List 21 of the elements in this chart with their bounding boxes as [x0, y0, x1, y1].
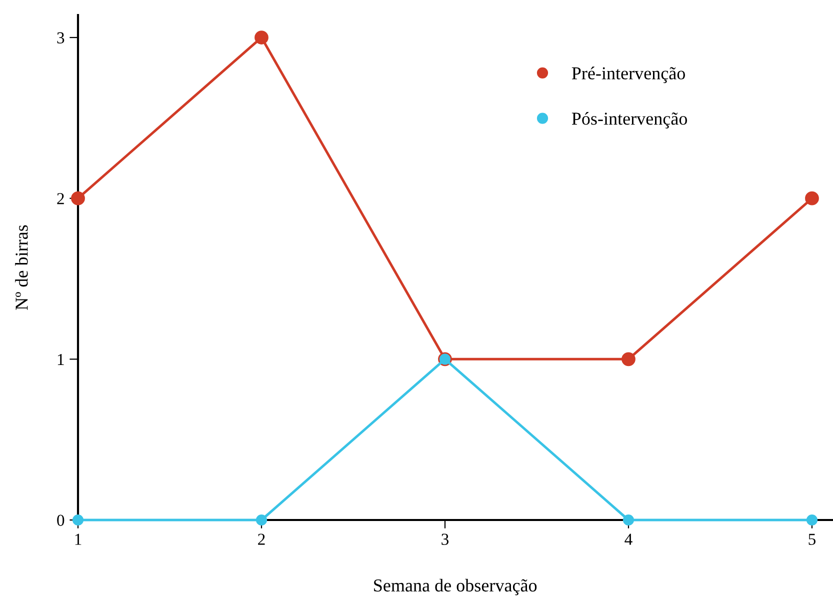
point: [806, 514, 818, 526]
legend-label: Pré-intervenção: [572, 66, 685, 84]
point: [254, 30, 268, 44]
y-tick-label: 3: [57, 32, 64, 44]
y-axis-title: Nº de birras: [15, 225, 28, 310]
point: [256, 514, 268, 526]
y-tick-label: 0: [57, 514, 64, 526]
x-tick-label: 1: [75, 534, 82, 545]
x-tick-label: 5: [808, 534, 816, 545]
x-tick-label: 2: [258, 534, 265, 545]
y-tick-label: 2: [57, 193, 64, 204]
point: [622, 352, 636, 366]
point: [622, 514, 634, 526]
point: [805, 191, 819, 206]
x-tick-label: 4: [624, 534, 632, 545]
legend-label: Pós-intervenção: [572, 112, 688, 128]
point: [71, 191, 85, 206]
y-tick-label: 1: [58, 354, 64, 365]
point: [72, 514, 84, 526]
x-tick-label: 3: [442, 534, 449, 545]
x-axis-title: Semana de observação: [374, 578, 537, 596]
